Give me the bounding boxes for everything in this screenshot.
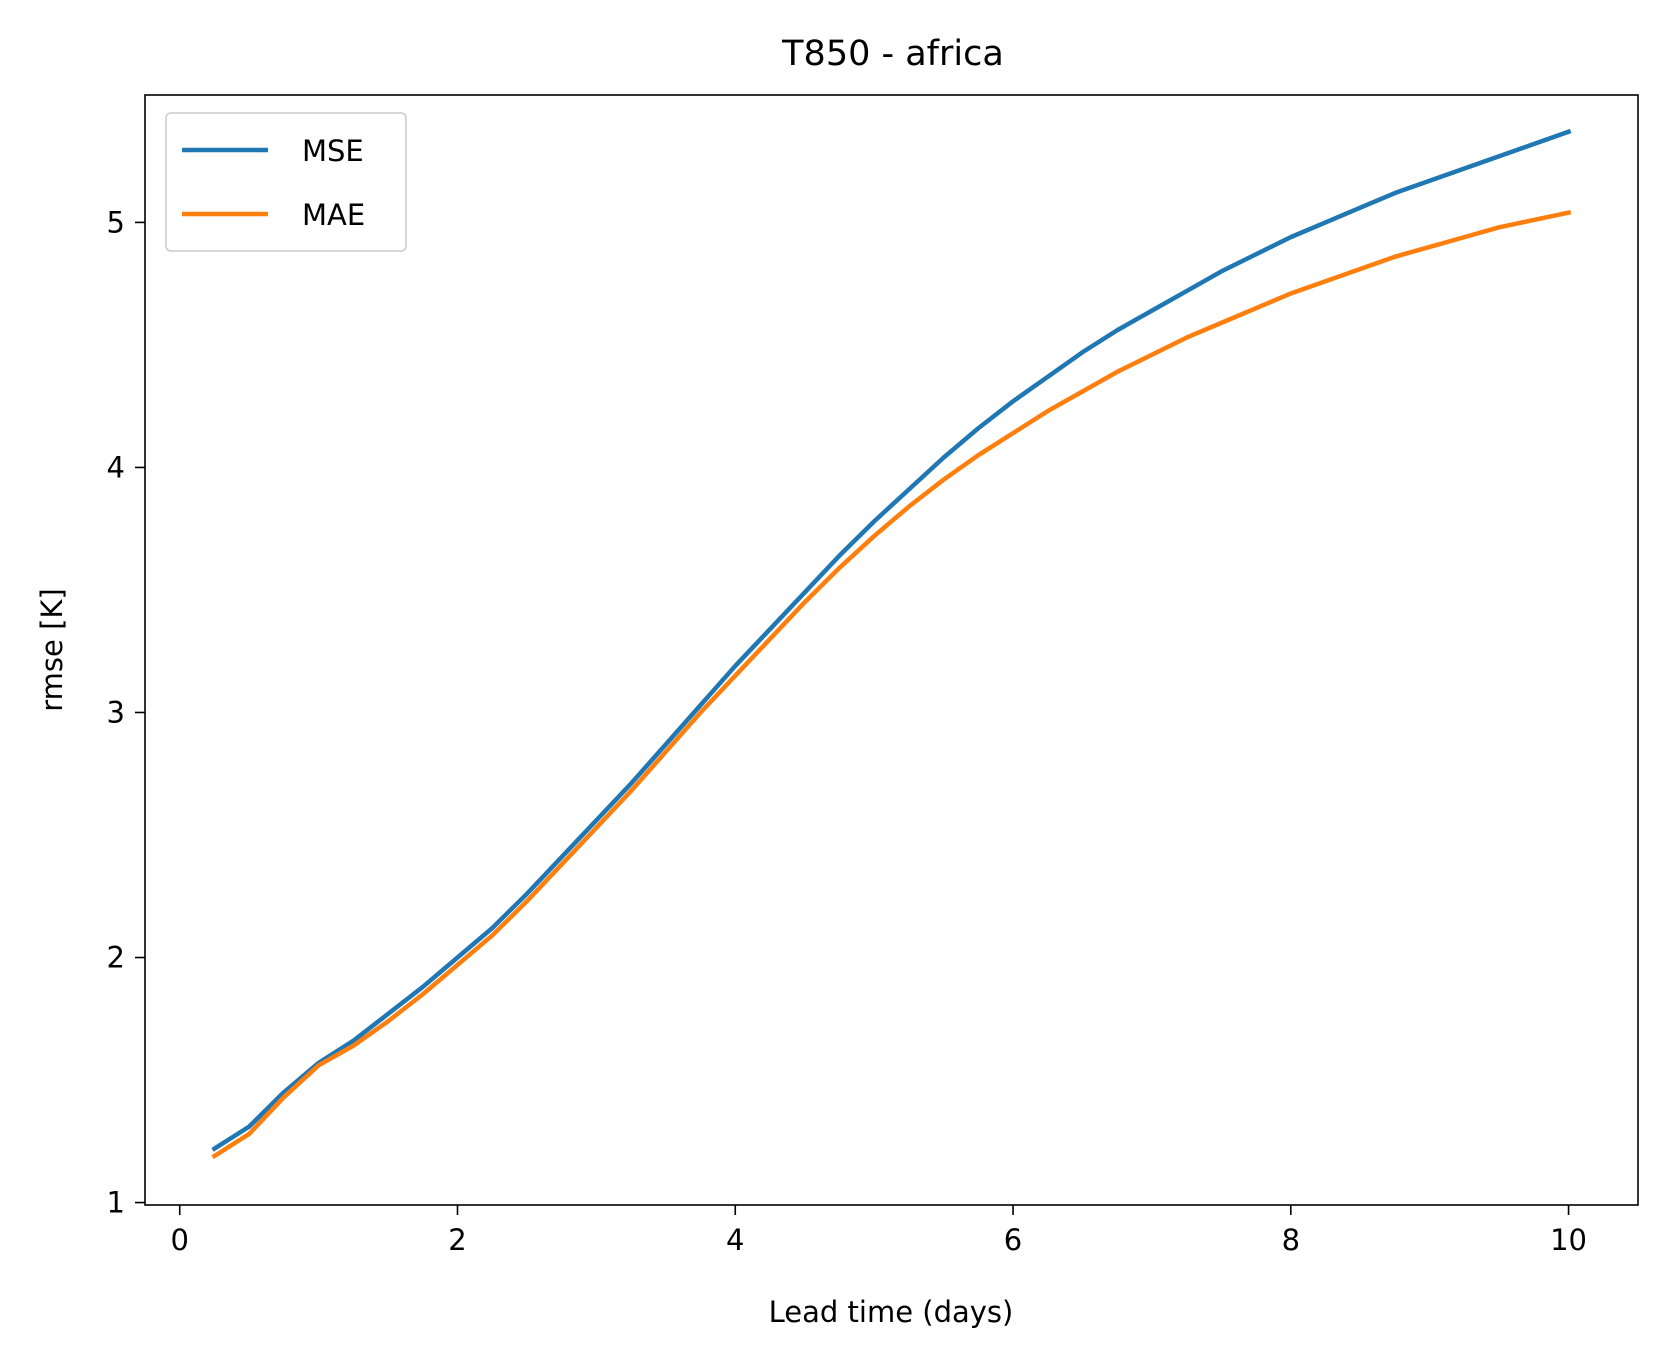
series-line-mse [211, 128, 1572, 1152]
legend-label-mae: MAE [302, 198, 365, 232]
plot-area [211, 128, 1572, 1160]
axes-frame [144, 94, 1639, 1206]
x-tick-label: 8 [1282, 1223, 1300, 1257]
series-line-mae [211, 209, 1572, 1160]
x-tick-label: 0 [170, 1223, 188, 1257]
y-tick-label: 2 [107, 941, 125, 975]
chart-title: T850 - africa [781, 34, 1004, 74]
y-tick-label: 1 [107, 1186, 125, 1220]
y-tick-label: 5 [107, 205, 125, 239]
x-tick-label: 10 [1550, 1223, 1587, 1257]
x-tick-label: 2 [448, 1223, 466, 1257]
legend-label-mse: MSE [302, 134, 364, 168]
y-axis: 1 2 3 4 5 [107, 205, 145, 1220]
y-tick-label: 3 [107, 695, 125, 729]
legend-box [165, 112, 407, 252]
x-axis-label: Lead time (days) [769, 1295, 1014, 1329]
y-axis-label: rmse [K] [35, 588, 69, 711]
x-tick-label: 4 [726, 1223, 744, 1257]
y-tick-label: 4 [107, 450, 125, 484]
x-tick-label: 6 [1004, 1223, 1022, 1257]
x-axis: 0 2 4 6 8 10 [170, 1205, 1587, 1257]
legend: MSE MAE [165, 112, 407, 252]
